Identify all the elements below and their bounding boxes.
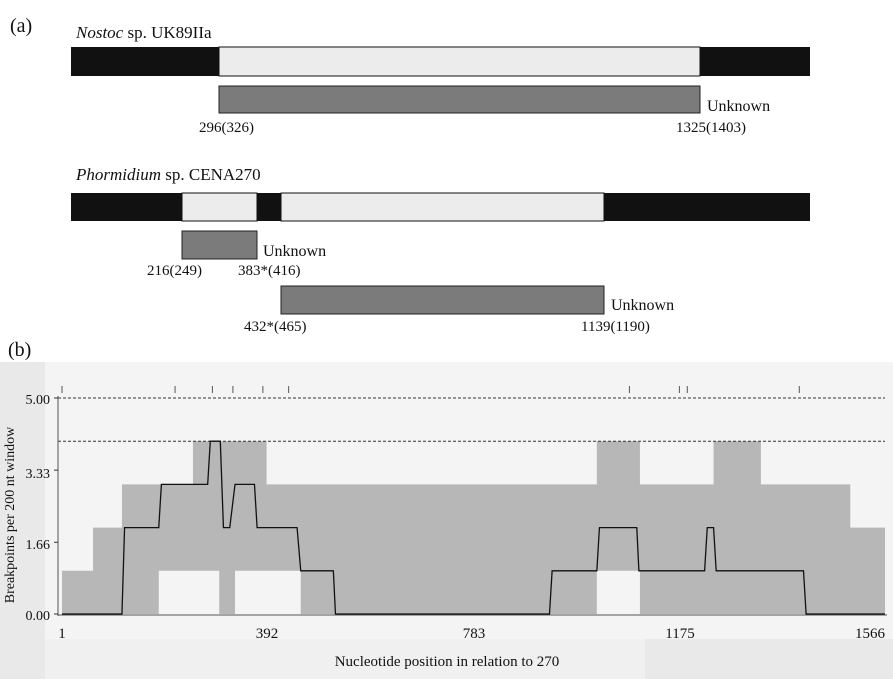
x-tick-label: 783 <box>463 626 486 642</box>
orf-start-label: 432*(465) <box>244 319 307 335</box>
orf-annotation: Unknown <box>707 98 770 115</box>
orf-box <box>280 285 605 315</box>
x-tick-label: 1175 <box>665 626 694 642</box>
genome-strain: sp. UK89IIa <box>123 23 212 42</box>
y-axis-label: Breakpoints per 200 nt window <box>3 426 18 603</box>
breakpoint-line <box>62 440 885 615</box>
y-tick-label: 0.00 <box>26 609 51 624</box>
orf-annotation: Unknown <box>263 243 326 260</box>
xlabel-strip <box>45 639 645 679</box>
panel-a-label: (a) <box>10 15 32 37</box>
orf-box <box>218 85 701 114</box>
y-tick-label: 5.00 <box>26 393 51 408</box>
genome-flank-left <box>71 193 182 221</box>
x-tick-label: 392 <box>256 626 279 642</box>
orf-end-label: 1325(1403) <box>676 120 746 136</box>
genome-flank-right <box>604 193 810 221</box>
orf-start-label: 216(249) <box>147 263 202 279</box>
y-tick-label: 1.66 <box>26 538 51 553</box>
orf-start-label: 296(326) <box>199 120 254 136</box>
panel-b-label: (b) <box>8 339 31 361</box>
genome-strain: sp. CENA270 <box>161 165 261 184</box>
orf-box <box>181 230 258 260</box>
genome-title-nostoc: Nostoc sp. UK89IIa <box>75 23 212 42</box>
genome-genus: Nostoc <box>75 23 124 42</box>
genome-insert-region <box>280 192 605 222</box>
x-tick-label: 1566 <box>855 626 886 642</box>
x-axis-label: Nucleotide position in relation to 270 <box>335 654 560 670</box>
genome-title-phormidium: Phormidium sp. CENA270 <box>75 165 261 184</box>
orf-end-label: 1139(1190) <box>581 319 650 335</box>
genome-insert-region <box>181 192 258 222</box>
y-tick-label: 3.33 <box>26 467 51 482</box>
orf-annotation: Unknown <box>611 297 674 314</box>
genome-bar-phormidium <box>71 192 810 222</box>
genome-flank-right <box>700 47 810 76</box>
genome-insert-region <box>218 46 701 77</box>
genome-bar-nostoc <box>71 46 810 77</box>
genome-flank-left <box>71 47 219 76</box>
genome-genus: Phormidium <box>75 165 161 184</box>
breakpoint-plot <box>54 386 887 616</box>
orf-end-label: 383*(416) <box>238 263 301 279</box>
genome-spacer <box>257 193 281 221</box>
x-tick-label: 1 <box>58 626 66 642</box>
